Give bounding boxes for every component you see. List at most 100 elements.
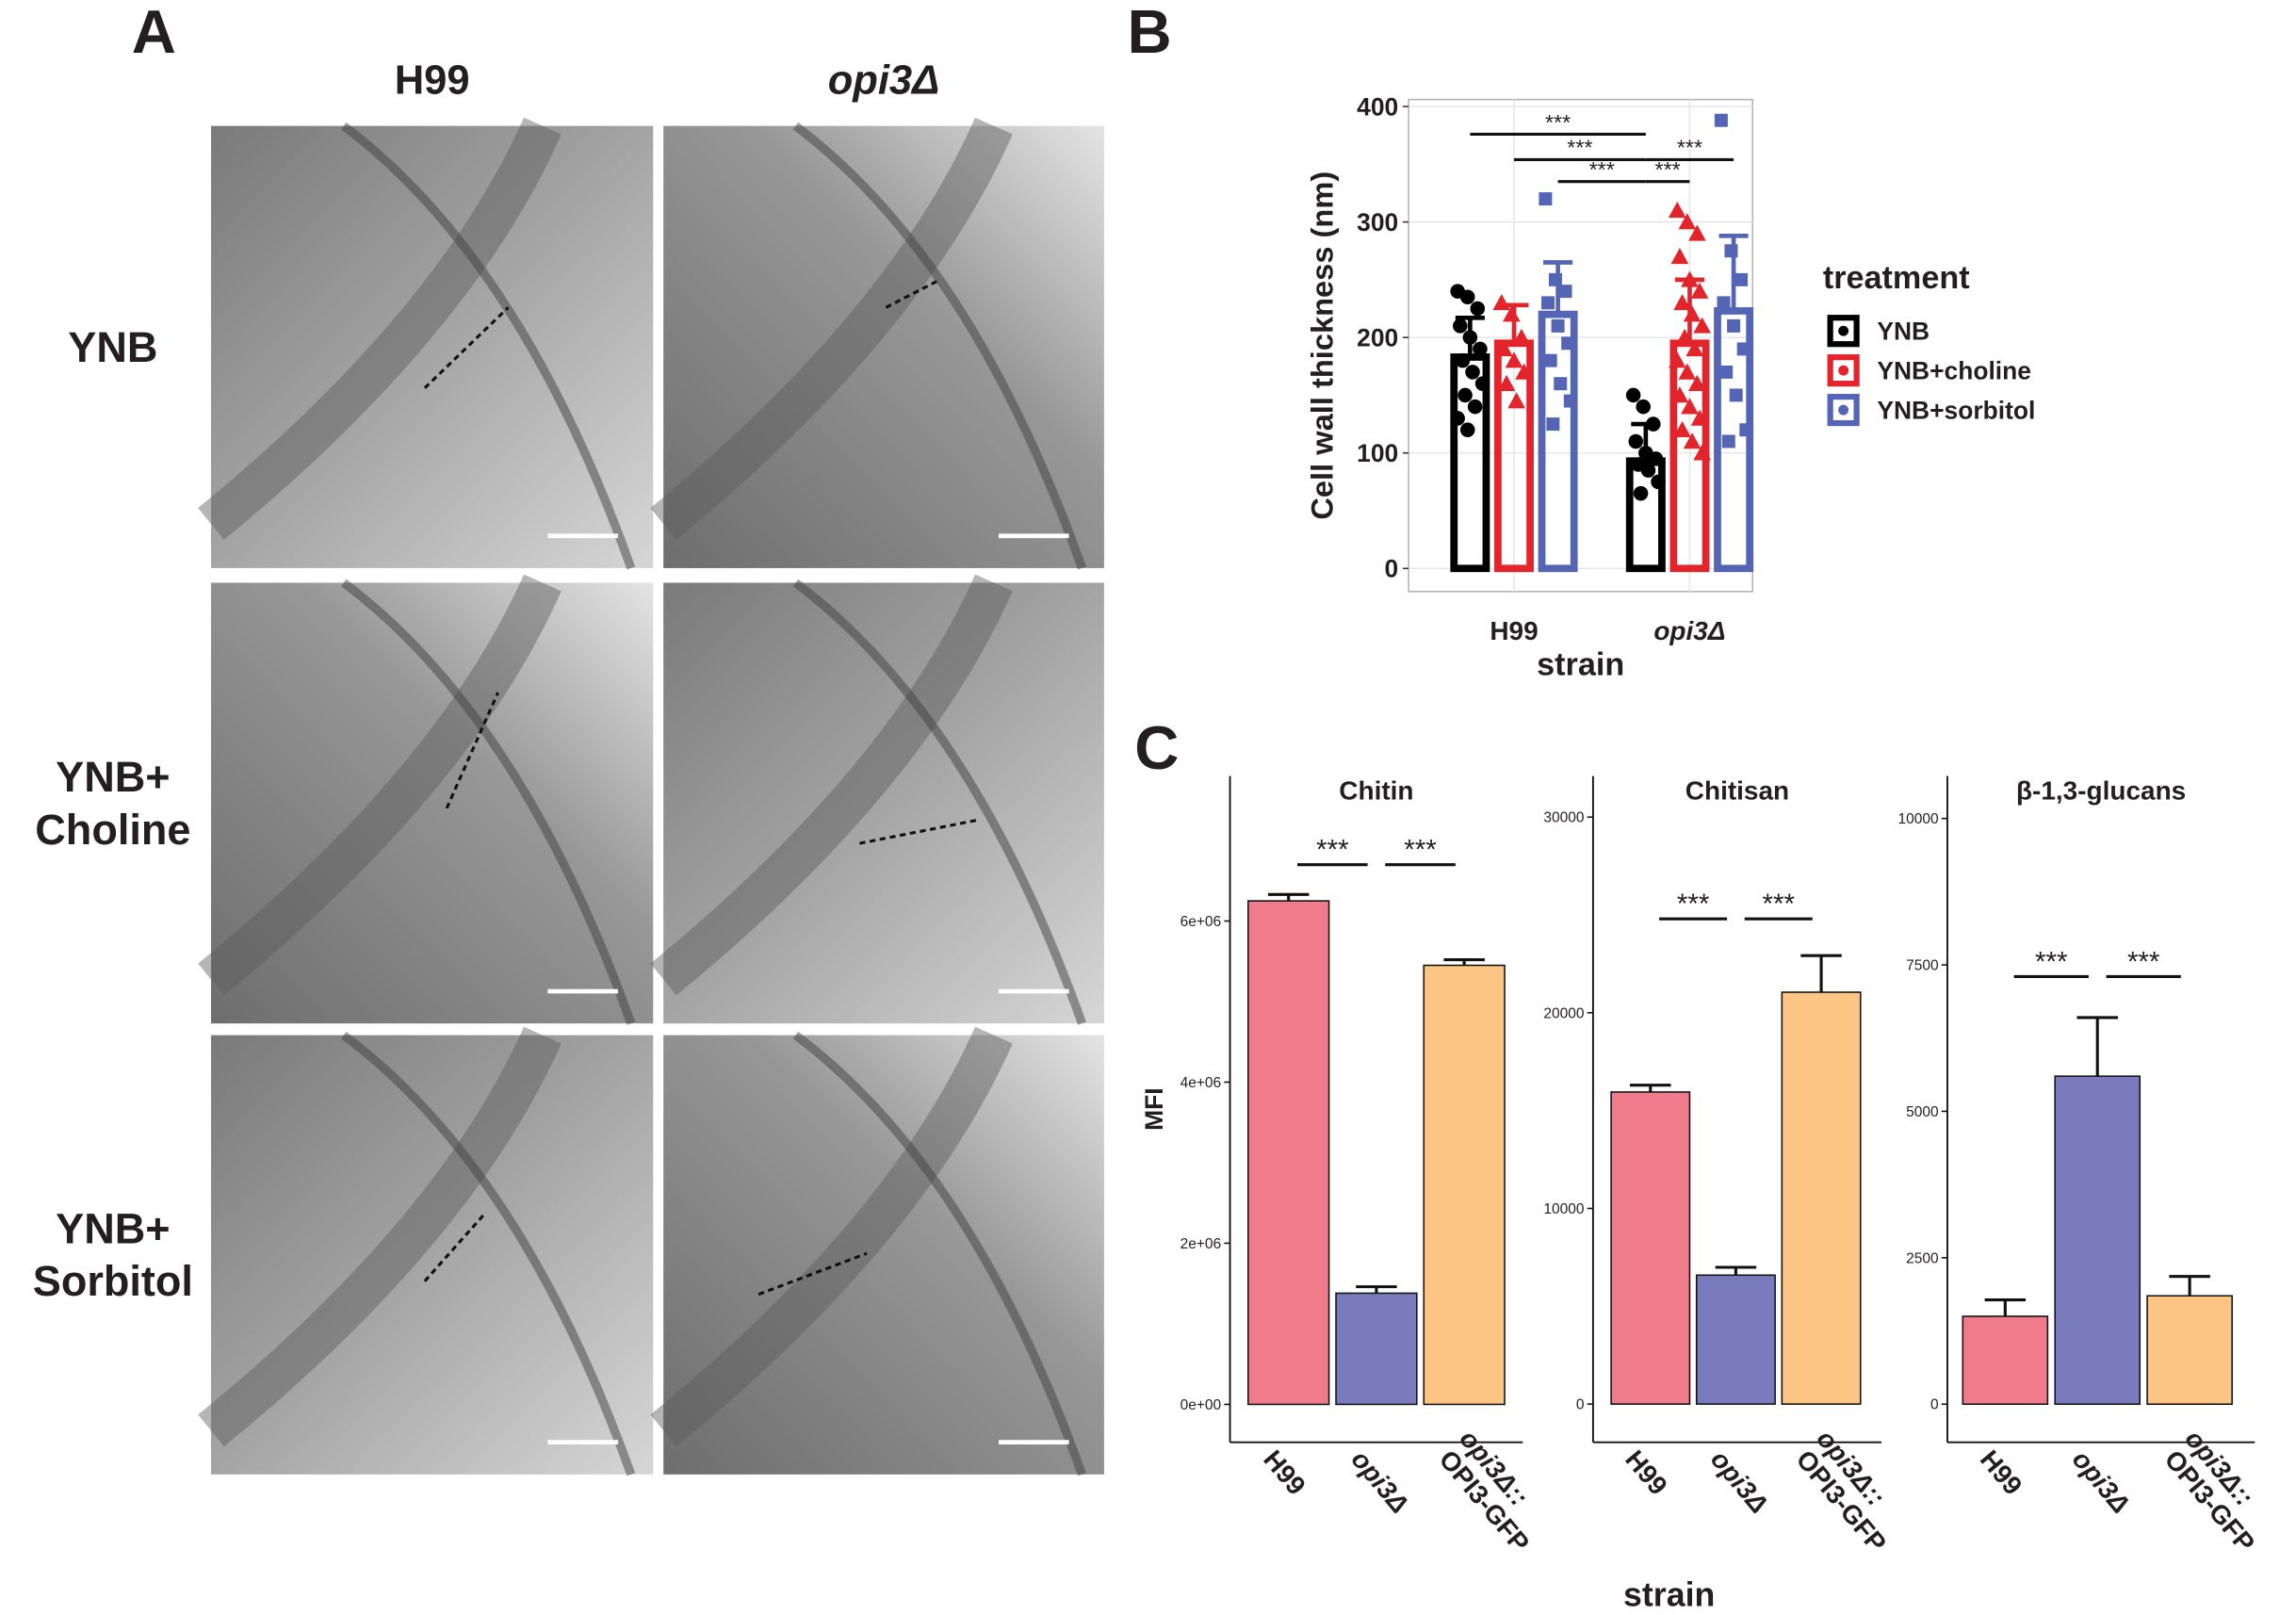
data-point bbox=[1678, 213, 1697, 230]
measure-arrow bbox=[757, 1251, 868, 1297]
data-point bbox=[1670, 248, 1689, 265]
micrograph bbox=[663, 1035, 1104, 1475]
cell-wall-edge bbox=[340, 1031, 636, 1476]
data-point bbox=[1467, 399, 1483, 415]
data-point bbox=[1727, 318, 1741, 333]
data-point bbox=[1668, 202, 1686, 219]
significance-label: *** bbox=[1404, 834, 1437, 865]
y-tick-label: 0e+00 bbox=[1181, 1397, 1222, 1413]
bar bbox=[1695, 1274, 1776, 1405]
measure-arrow bbox=[445, 692, 499, 809]
y-tick-label: 300 bbox=[1357, 208, 1398, 237]
significance-label: *** bbox=[1677, 889, 1710, 920]
data-point bbox=[1681, 270, 1699, 287]
legend-key-dot bbox=[1838, 365, 1849, 376]
data-point bbox=[1543, 353, 1557, 367]
data-point bbox=[1675, 328, 1694, 345]
data-point bbox=[1734, 272, 1748, 286]
y-tick-label: 10000 bbox=[1543, 1201, 1585, 1217]
data-point bbox=[1459, 422, 1475, 437]
cell-wall-band bbox=[198, 117, 562, 540]
data-point bbox=[1474, 376, 1490, 391]
data-point bbox=[1683, 432, 1702, 449]
data-point bbox=[1636, 399, 1651, 415]
data-point bbox=[1673, 420, 1691, 437]
bar bbox=[1625, 457, 1666, 573]
cell-wall-edge bbox=[792, 579, 1086, 1025]
y-tick-label: 100 bbox=[1357, 439, 1398, 467]
x-axis-title: strain bbox=[1537, 646, 1624, 682]
bar bbox=[1962, 1315, 2049, 1406]
bar bbox=[1538, 310, 1578, 573]
data-point bbox=[1492, 294, 1511, 311]
significance-label: *** bbox=[1589, 157, 1615, 182]
panel-label: B bbox=[1127, 0, 1171, 66]
column-header: H99 bbox=[395, 57, 470, 103]
x-tick-label: opi3Δ bbox=[1345, 1444, 1414, 1518]
y-tick-label: 2e+06 bbox=[1181, 1236, 1222, 1252]
data-point bbox=[1548, 272, 1562, 286]
significance-label: *** bbox=[1316, 834, 1349, 865]
legend-label: YNB+choline bbox=[1877, 356, 2031, 384]
y-tick-label: 5000 bbox=[1906, 1104, 1939, 1120]
legend-label: YNB+sorbitol bbox=[1877, 396, 2035, 424]
data-point bbox=[1678, 363, 1697, 380]
data-point bbox=[1683, 305, 1702, 322]
legend-key-dot bbox=[1838, 325, 1849, 336]
data-point bbox=[1633, 485, 1649, 501]
micrograph bbox=[663, 582, 1104, 1024]
micrograph bbox=[210, 582, 654, 1024]
significance-label: *** bbox=[2035, 946, 2068, 977]
significance-label: *** bbox=[1567, 136, 1592, 160]
x-axis-title: strain bbox=[1623, 1576, 1715, 1614]
micrograph bbox=[210, 1035, 654, 1475]
column-header: opi3Δ bbox=[828, 57, 940, 103]
data-point bbox=[1551, 318, 1565, 333]
data-point bbox=[1546, 417, 1560, 432]
x-tick-label: opi3Δ bbox=[1653, 616, 1725, 645]
y-tick-label: 2500 bbox=[1906, 1250, 1939, 1266]
significance-label: *** bbox=[1677, 136, 1702, 160]
data-point bbox=[1645, 416, 1661, 432]
data-point bbox=[1561, 336, 1575, 351]
y-tick-label: 6e+06 bbox=[1181, 914, 1222, 930]
x-tick-label: H99 bbox=[1620, 1444, 1673, 1500]
bar bbox=[1247, 900, 1330, 1406]
chart-title: β-1,3-glucans bbox=[2016, 775, 2186, 805]
row-label: YNB+ bbox=[56, 1204, 170, 1252]
data-point bbox=[1505, 351, 1523, 368]
data-point bbox=[1668, 351, 1686, 368]
data-point bbox=[1721, 434, 1735, 449]
measure-arrow bbox=[423, 1214, 485, 1282]
cell-wall-edge bbox=[792, 1031, 1086, 1476]
data-point bbox=[1450, 411, 1465, 426]
row-label: Choline bbox=[35, 806, 190, 854]
data-point bbox=[1512, 328, 1531, 345]
data-point bbox=[1628, 433, 1644, 449]
significance-label: *** bbox=[1545, 110, 1571, 135]
data-point bbox=[1459, 289, 1475, 305]
data-point bbox=[1717, 296, 1731, 310]
significance-label: *** bbox=[1655, 157, 1681, 182]
cell-wall-band bbox=[198, 574, 562, 996]
legend-key-dot bbox=[1838, 404, 1849, 416]
cell-wall-edge bbox=[340, 122, 636, 570]
data-point bbox=[1640, 463, 1656, 478]
data-point bbox=[1563, 394, 1577, 408]
bar bbox=[1781, 991, 1862, 1405]
data-point bbox=[1739, 423, 1753, 437]
panel-label: C bbox=[1134, 713, 1179, 782]
data-point bbox=[1688, 224, 1706, 241]
row-label: Sorbitol bbox=[33, 1257, 193, 1305]
data-point bbox=[1515, 363, 1533, 380]
data-point bbox=[1719, 365, 1734, 379]
x-tick-label: opi3Δ bbox=[1705, 1444, 1774, 1518]
data-point bbox=[1724, 244, 1738, 258]
data-point bbox=[1736, 342, 1750, 356]
data-point bbox=[1455, 352, 1471, 368]
data-point bbox=[1473, 341, 1488, 357]
data-point bbox=[1688, 374, 1706, 391]
data-point bbox=[1670, 386, 1689, 403]
data-point bbox=[1729, 388, 1743, 402]
significance-label: *** bbox=[1762, 889, 1795, 920]
